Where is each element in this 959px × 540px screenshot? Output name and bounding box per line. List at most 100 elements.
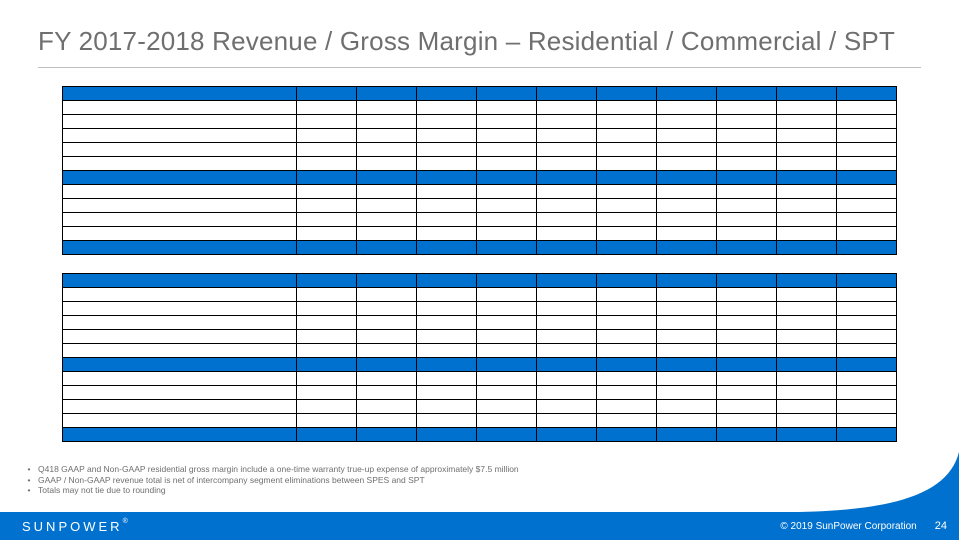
table-cell [296,227,356,241]
table-cell [716,185,776,199]
table-cell [776,157,836,171]
table-cell [356,199,416,213]
table-cell [416,302,476,316]
table-cell [536,400,596,414]
table-row [63,241,897,255]
table-cell [356,316,416,330]
table-cell [476,400,536,414]
footnotes: •Q418 GAAP and Non-GAAP residential gros… [26,464,519,496]
table-cell [296,400,356,414]
table-cell [356,87,416,101]
table-cell [716,302,776,316]
table-cell [656,414,716,428]
table-cell [656,101,716,115]
table-cell [836,302,896,316]
table-cell [836,288,896,302]
table-cell [836,227,896,241]
table-cell [716,316,776,330]
table-cell [296,414,356,428]
table-cell [656,330,716,344]
table-cell [63,386,297,400]
table-cell [356,414,416,428]
table-cell [836,87,896,101]
table-cell [716,157,776,171]
table-cell [416,414,476,428]
logo: SUNPOWER® [22,519,128,534]
table-cell [536,358,596,372]
table-cell [63,358,297,372]
table-cell [476,316,536,330]
table-cell [776,386,836,400]
table-cell [716,428,776,442]
table-cell [656,199,716,213]
table-cell [476,143,536,157]
table-gap [62,255,897,273]
table-cell [63,316,297,330]
table-cell [536,115,596,129]
table-cell [596,143,656,157]
table-row [63,143,897,157]
footnote-item: •Totals may not tie due to rounding [26,485,519,496]
table-cell [776,171,836,185]
table-cell [536,428,596,442]
table-row [63,344,897,358]
table-cell [356,330,416,344]
footnote-text: Q418 GAAP and Non-GAAP residential gross… [38,464,519,475]
table-cell [416,87,476,101]
table-cell [596,372,656,386]
table-cell [716,199,776,213]
table-cell [656,227,716,241]
table-cell [296,288,356,302]
table-cell [356,129,416,143]
table-cell [776,302,836,316]
table-cell [596,87,656,101]
table-cell [63,372,297,386]
table-cell [776,185,836,199]
table-cell [63,157,297,171]
table-row [63,185,897,199]
table-cell [476,199,536,213]
copyright-text: © 2019 SunPower Corporation [780,521,916,532]
table-cell [296,358,356,372]
table-cell [296,101,356,115]
table-cell [536,101,596,115]
table-cell [476,157,536,171]
table-cell [476,274,536,288]
table-cell [536,386,596,400]
table-cell [356,400,416,414]
table-cell [776,274,836,288]
table-cell [656,157,716,171]
table-cell [536,372,596,386]
table-cell [776,213,836,227]
table-cell [356,288,416,302]
table-row [63,302,897,316]
table-cell [476,428,536,442]
table-cell [63,171,297,185]
table-cell [716,386,776,400]
footnote-item: •GAAP / Non-GAAP revenue total is net of… [26,475,519,486]
table-cell [716,344,776,358]
table-cell [296,199,356,213]
table-cell [63,115,297,129]
table-cell [596,358,656,372]
table-cell [656,288,716,302]
table-row [63,199,897,213]
table-cell [536,87,596,101]
table-cell [63,344,297,358]
table-cell [716,227,776,241]
table-cell [63,302,297,316]
table-cell [296,241,356,255]
table-cell [296,372,356,386]
table-cell [776,400,836,414]
table-cell [476,414,536,428]
table-cell [63,185,297,199]
table-cell [416,386,476,400]
footnote-text: Totals may not tie due to rounding [38,485,166,496]
table-row [63,87,897,101]
table-cell [476,241,536,255]
table-cell [296,171,356,185]
table-cell [656,428,716,442]
table-cell [836,101,896,115]
table-cell [836,414,896,428]
table-cell [416,358,476,372]
